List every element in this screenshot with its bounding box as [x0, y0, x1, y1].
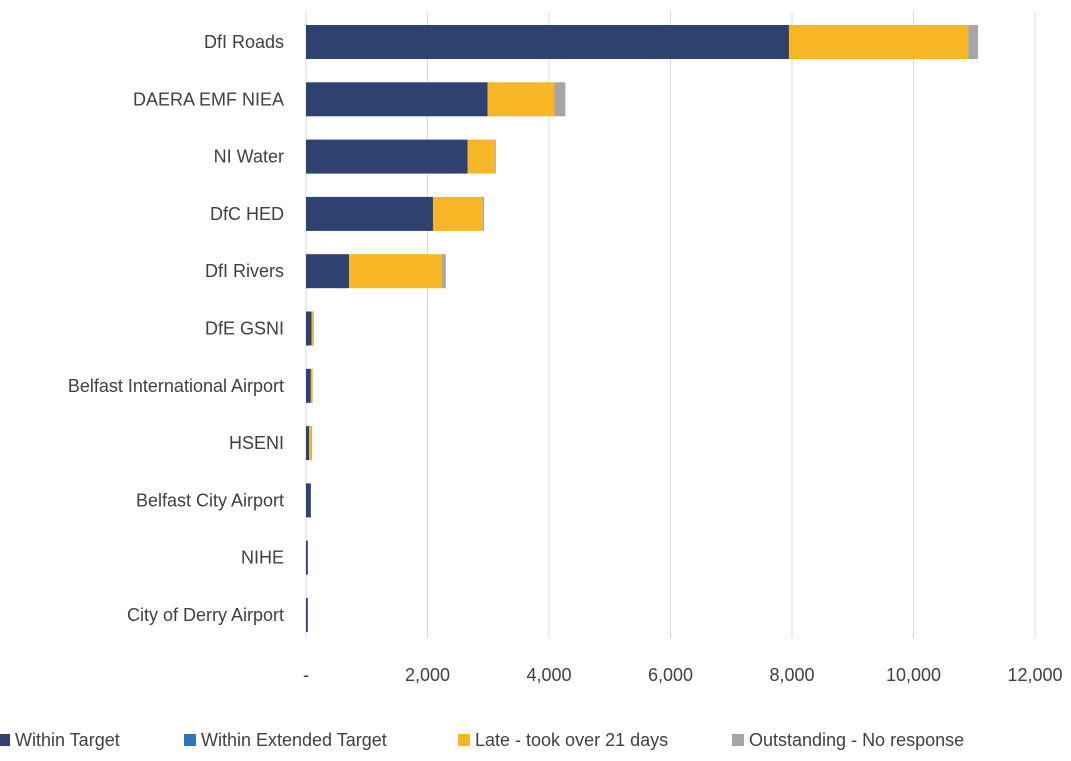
bar-outstanding-no-response: [968, 25, 978, 59]
category-label: DfC HED: [210, 204, 284, 224]
bar-within-target: [306, 540, 308, 575]
x-tick-label: 6,000: [648, 665, 693, 685]
legend-swatch: [0, 734, 10, 746]
bar-within-target: [306, 426, 310, 461]
category-axis: DfI Roads DAERA EMF NIEA NI Water DfC HED Df…: [68, 32, 284, 625]
bar-late-took-over-21-days: [432, 196, 483, 231]
bar-late-took-over-21-days: [310, 368, 313, 403]
category-label: DAERA EMF NIEA: [133, 89, 284, 109]
legend-label: Within Extended Target: [201, 730, 387, 750]
category-label: DfI Rivers: [205, 261, 284, 281]
x-tick-label: 10,000: [886, 665, 941, 685]
bar-outstanding-no-response: [482, 196, 484, 231]
bar-late-took-over-21-days: [788, 25, 969, 59]
bar-within-target: [306, 82, 488, 117]
legend-label: Late - took over 21 days: [475, 730, 668, 750]
bar-outstanding-no-response: [442, 254, 446, 289]
bar-outstanding-no-response: [313, 311, 314, 346]
bar-within-target: [306, 483, 311, 518]
bar-within-target: [306, 311, 312, 346]
bar-late-took-over-21-days: [311, 311, 314, 346]
category-label: DfE GSNI: [205, 319, 284, 339]
bars: [306, 25, 978, 632]
bar-within-target: [306, 368, 311, 403]
bar-outstanding-no-response: [554, 82, 566, 117]
x-tick-label: 2,000: [405, 665, 450, 685]
category-label: NIHE: [241, 548, 284, 568]
x-tick-label: 12,000: [1007, 665, 1062, 685]
category-label: DfI Roads: [204, 32, 284, 52]
bar-late-took-over-21-days: [349, 254, 443, 289]
category-label: Belfast International Airport: [68, 376, 284, 396]
x-tick-label: 4,000: [526, 665, 571, 685]
x-tick-label: 8,000: [769, 665, 814, 685]
legend-swatch: [458, 734, 470, 746]
bar-within-target: [306, 139, 468, 174]
legend: Within Target Within Extended Target Late …: [0, 730, 964, 750]
category-label: HSENI: [229, 433, 284, 453]
category-label: Belfast City Airport: [136, 490, 284, 510]
x-tick-label: -: [303, 665, 309, 685]
bar-outstanding-no-response: [311, 426, 313, 461]
bar-late-took-over-21-days: [467, 139, 495, 174]
value-axis: - 2,000 4,000 6,000 8,000 10,000 12,000: [303, 665, 1063, 685]
gridlines: [305, 12, 1036, 638]
bar-within-target: [306, 25, 789, 59]
bar-within-target: [306, 598, 308, 632]
category-label: City of Derry Airport: [127, 605, 284, 625]
bar-late-took-over-21-days: [309, 426, 312, 461]
legend-swatch: [184, 734, 196, 746]
legend-swatch: [732, 734, 744, 746]
legend-label: Within Target: [15, 730, 120, 750]
bar-within-target: [306, 196, 433, 231]
bar-within-target: [306, 254, 350, 289]
bar-outstanding-no-response: [494, 139, 496, 174]
bar-late-took-over-21-days: [487, 82, 555, 117]
category-label: NI Water: [214, 147, 284, 167]
legend-label: Outstanding - No response: [749, 730, 964, 750]
